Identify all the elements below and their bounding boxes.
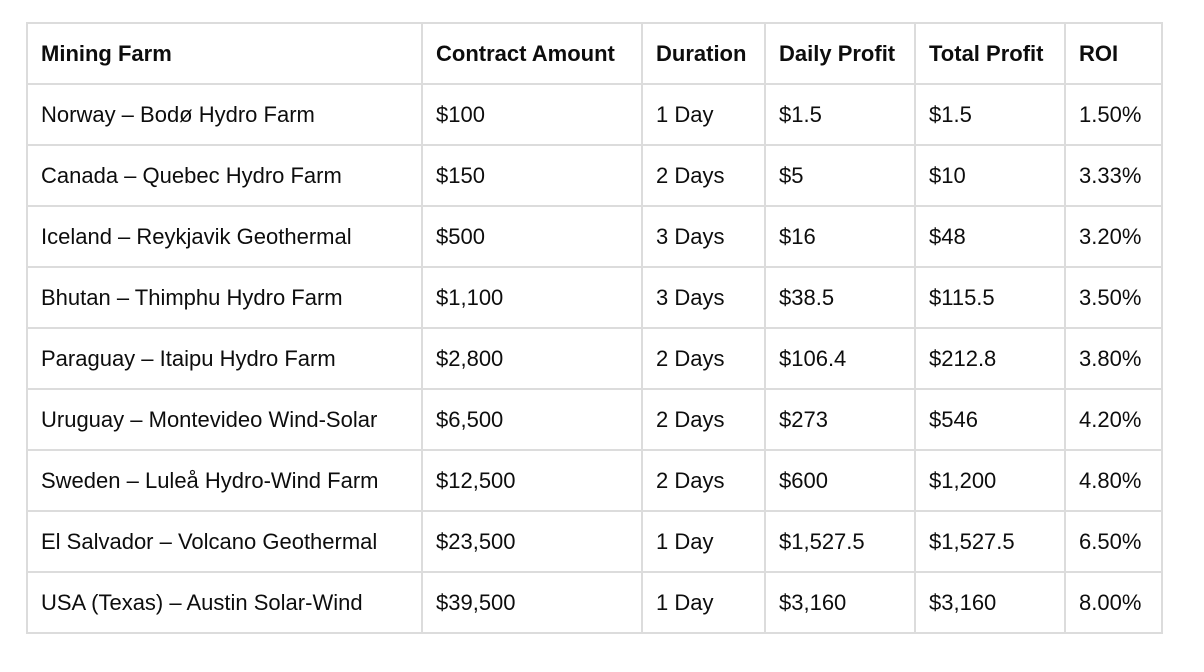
- cell-contract-amount: $1,100: [421, 266, 643, 329]
- cell-contract-amount: $39,500: [421, 571, 643, 634]
- cell-mining-farm: Canada – Quebec Hydro Farm: [26, 144, 423, 207]
- table-row: Bhutan – Thimphu Hydro Farm $1,100 3 Days $…: [26, 266, 1163, 329]
- table-row: Sweden – Luleå Hydro-Wind Farm $12,500 2 D…: [26, 449, 1163, 512]
- cell-contract-amount: $23,500: [421, 510, 643, 573]
- cell-daily-profit: $273: [764, 388, 916, 451]
- cell-roi: 4.20%: [1064, 388, 1163, 451]
- cell-roi: 3.50%: [1064, 266, 1163, 329]
- cell-contract-amount: $2,800: [421, 327, 643, 390]
- cell-roi: 3.33%: [1064, 144, 1163, 207]
- cell-duration: 1 Day: [641, 571, 766, 634]
- cell-daily-profit: $5: [764, 144, 916, 207]
- cell-roi: 1.50%: [1064, 83, 1163, 146]
- column-header-roi: ROI: [1064, 22, 1163, 85]
- table-row: Paraguay – Itaipu Hydro Farm $2,800 2 Days…: [26, 327, 1163, 390]
- cell-daily-profit: $3,160: [764, 571, 916, 634]
- cell-mining-farm: Paraguay – Itaipu Hydro Farm: [26, 327, 423, 390]
- table-header-row: Mining Farm Contract Amount Duration Daily …: [26, 22, 1163, 85]
- cell-daily-profit: $38.5: [764, 266, 916, 329]
- table-row: El Salvador – Volcano Geothermal $23,500 1…: [26, 510, 1163, 573]
- cell-contract-amount: $6,500: [421, 388, 643, 451]
- cell-duration: 2 Days: [641, 388, 766, 451]
- cell-contract-amount: $12,500: [421, 449, 643, 512]
- table-row: Uruguay – Montevideo Wind-Solar $6,500 2 D…: [26, 388, 1163, 451]
- column-header-contract-amount: Contract Amount: [421, 22, 643, 85]
- cell-mining-farm: Norway – Bodø Hydro Farm: [26, 83, 423, 146]
- cell-duration: 2 Days: [641, 144, 766, 207]
- table-row: Norway – Bodø Hydro Farm $100 1 Day $1.5 $1.…: [26, 83, 1163, 146]
- cell-total-profit: $10: [914, 144, 1066, 207]
- cell-duration: 2 Days: [641, 327, 766, 390]
- cell-roi: 8.00%: [1064, 571, 1163, 634]
- cell-contract-amount: $100: [421, 83, 643, 146]
- cell-roi: 6.50%: [1064, 510, 1163, 573]
- table-row: Canada – Quebec Hydro Farm $150 2 Days $5 $1…: [26, 144, 1163, 207]
- column-header-duration: Duration: [641, 22, 766, 85]
- cell-contract-amount: $500: [421, 205, 643, 268]
- cell-mining-farm: USA (Texas) – Austin Solar-Wind: [26, 571, 423, 634]
- cell-mining-farm: Uruguay – Montevideo Wind-Solar: [26, 388, 423, 451]
- cell-duration: 3 Days: [641, 205, 766, 268]
- cell-total-profit: $1.5: [914, 83, 1066, 146]
- mining-farm-table: Mining Farm Contract Amount Duration Daily …: [26, 22, 1163, 634]
- cell-mining-farm: Sweden – Luleå Hydro-Wind Farm: [26, 449, 423, 512]
- column-header-mining-farm: Mining Farm: [26, 22, 423, 85]
- cell-total-profit: $3,160: [914, 571, 1066, 634]
- cell-total-profit: $115.5: [914, 266, 1066, 329]
- cell-duration: 1 Day: [641, 510, 766, 573]
- cell-duration: 1 Day: [641, 83, 766, 146]
- cell-mining-farm: El Salvador – Volcano Geothermal: [26, 510, 423, 573]
- column-header-daily-profit: Daily Profit: [764, 22, 916, 85]
- cell-mining-farm: Bhutan – Thimphu Hydro Farm: [26, 266, 423, 329]
- cell-daily-profit: $106.4: [764, 327, 916, 390]
- cell-duration: 3 Days: [641, 266, 766, 329]
- cell-total-profit: $1,527.5: [914, 510, 1066, 573]
- cell-total-profit: $212.8: [914, 327, 1066, 390]
- cell-contract-amount: $150: [421, 144, 643, 207]
- table-row: Iceland – Reykjavik Geothermal $500 3 Days…: [26, 205, 1163, 268]
- cell-daily-profit: $16: [764, 205, 916, 268]
- cell-duration: 2 Days: [641, 449, 766, 512]
- cell-mining-farm: Iceland – Reykjavik Geothermal: [26, 205, 423, 268]
- cell-total-profit: $48: [914, 205, 1066, 268]
- cell-total-profit: $546: [914, 388, 1066, 451]
- cell-daily-profit: $1,527.5: [764, 510, 916, 573]
- cell-roi: 4.80%: [1064, 449, 1163, 512]
- cell-daily-profit: $600: [764, 449, 916, 512]
- table-row: USA (Texas) – Austin Solar-Wind $39,500 1 …: [26, 571, 1163, 634]
- cell-roi: 3.80%: [1064, 327, 1163, 390]
- cell-daily-profit: $1.5: [764, 83, 916, 146]
- cell-roi: 3.20%: [1064, 205, 1163, 268]
- column-header-total-profit: Total Profit: [914, 22, 1066, 85]
- cell-total-profit: $1,200: [914, 449, 1066, 512]
